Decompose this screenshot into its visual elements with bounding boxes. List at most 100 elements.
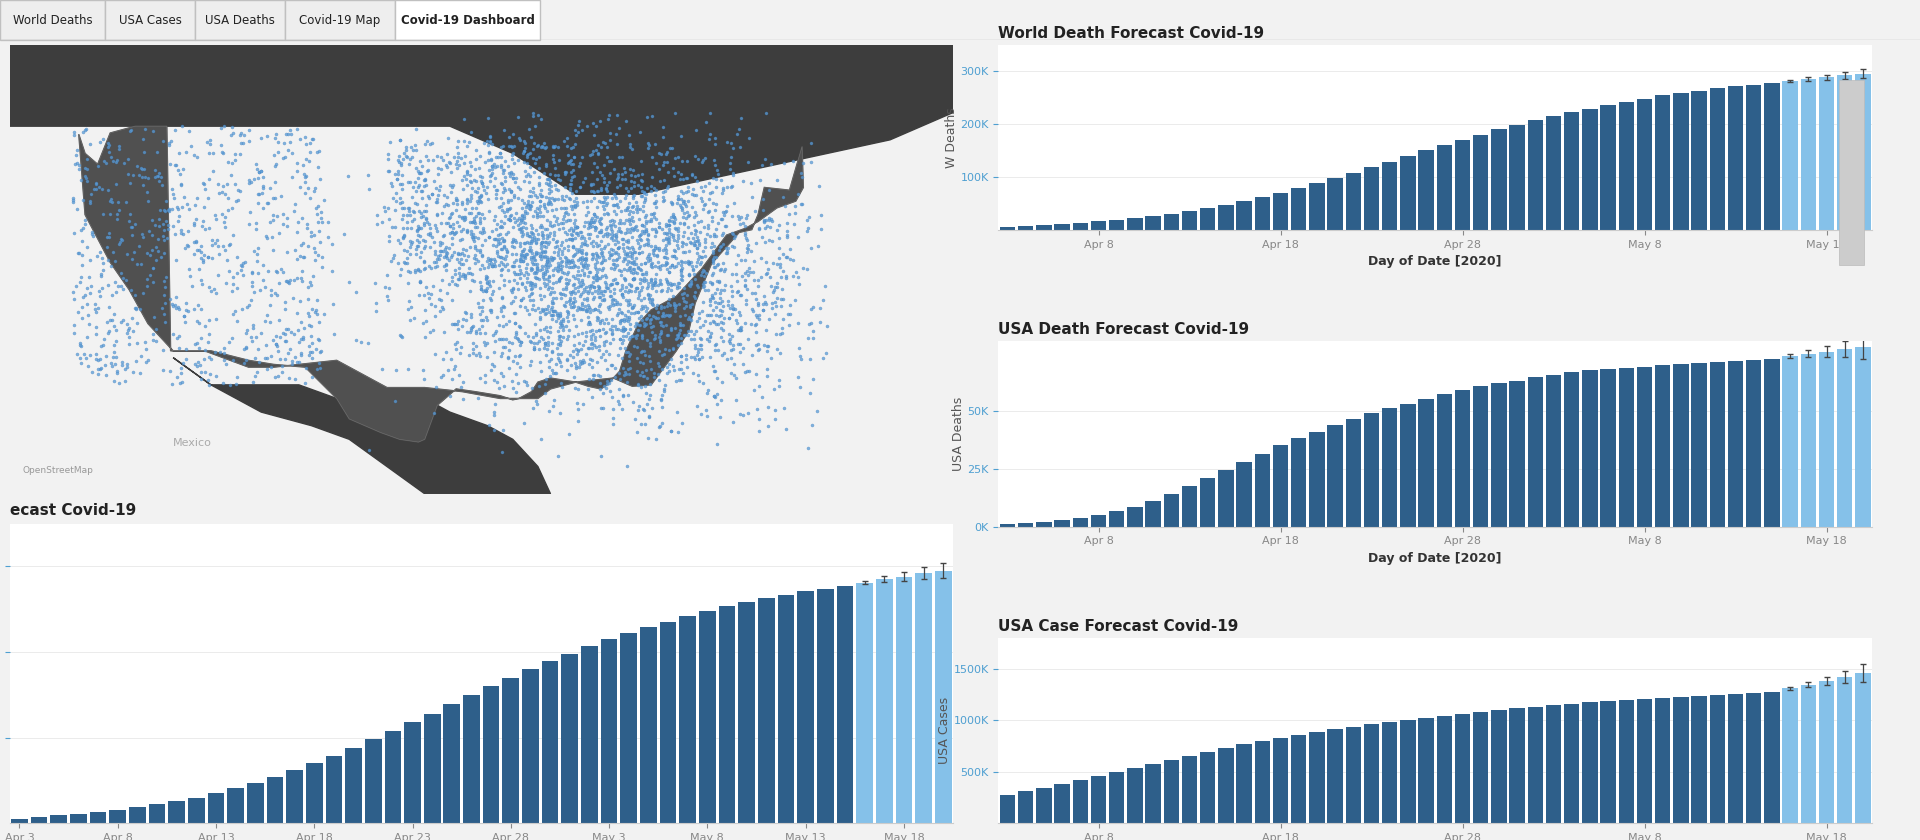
Point — [653, 277, 684, 291]
Point — [624, 247, 655, 260]
Point — [637, 292, 668, 306]
Point — [424, 180, 455, 193]
Point — [516, 226, 547, 239]
Bar — [1509, 381, 1524, 527]
Point — [699, 266, 730, 280]
Point — [543, 273, 574, 286]
Point — [616, 246, 647, 260]
Point — [401, 161, 432, 175]
Point — [524, 161, 555, 175]
Point — [294, 309, 324, 323]
Point — [405, 165, 436, 179]
Point — [543, 260, 574, 274]
Point — [636, 295, 666, 308]
Point — [632, 371, 662, 385]
Point — [810, 346, 841, 360]
Point — [591, 375, 622, 388]
Point — [668, 229, 699, 243]
Point — [614, 349, 645, 363]
Point — [432, 252, 463, 265]
Point — [65, 300, 96, 313]
Point — [543, 172, 574, 186]
Point — [699, 131, 730, 144]
Point — [733, 365, 764, 378]
Point — [426, 216, 457, 229]
Point — [127, 228, 157, 241]
Point — [524, 323, 555, 337]
Point — [536, 249, 566, 263]
Point — [244, 165, 275, 178]
Point — [520, 237, 551, 250]
Point — [253, 216, 284, 229]
Point — [438, 197, 468, 210]
Point — [509, 212, 540, 225]
Point — [645, 273, 676, 286]
Point — [518, 337, 549, 350]
Point — [138, 218, 169, 232]
Point — [196, 284, 227, 297]
Point — [655, 196, 685, 209]
Point — [628, 302, 659, 315]
Point — [582, 313, 612, 327]
Point — [601, 192, 632, 205]
Point — [636, 254, 666, 267]
Point — [449, 271, 480, 285]
Point — [609, 274, 639, 287]
Point — [584, 323, 614, 337]
Point — [695, 295, 726, 308]
Bar — [463, 695, 480, 823]
Point — [152, 202, 182, 216]
Point — [563, 276, 593, 289]
Point — [574, 231, 605, 244]
Bar — [1455, 390, 1471, 527]
Point — [645, 327, 676, 340]
Point — [549, 241, 580, 255]
Point — [622, 305, 653, 318]
Point — [455, 240, 486, 254]
Point — [620, 220, 651, 234]
Point — [444, 266, 474, 280]
Point — [490, 379, 520, 392]
Point — [655, 228, 685, 241]
Point — [689, 232, 720, 245]
Point — [257, 213, 288, 227]
Point — [401, 234, 432, 247]
Point — [680, 324, 710, 338]
Point — [578, 303, 609, 317]
Point — [490, 183, 520, 197]
Point — [670, 211, 701, 224]
Point — [589, 269, 620, 282]
Point — [198, 282, 228, 296]
Point — [724, 210, 755, 223]
Point — [225, 184, 255, 197]
Bar — [1273, 738, 1288, 823]
Point — [148, 364, 179, 377]
Point — [467, 294, 497, 307]
Point — [296, 329, 326, 343]
Point — [618, 266, 649, 280]
Point — [138, 311, 169, 324]
Point — [493, 139, 524, 153]
Point — [584, 339, 614, 353]
Point — [705, 286, 735, 300]
Point — [755, 220, 785, 234]
Point — [392, 264, 422, 277]
Point — [294, 281, 324, 294]
Point — [655, 283, 685, 297]
Point — [81, 176, 111, 189]
Point — [668, 217, 699, 230]
Point — [386, 156, 417, 170]
Point — [541, 249, 572, 262]
Point — [509, 197, 540, 210]
Point — [651, 308, 682, 322]
Point — [764, 241, 795, 255]
Point — [764, 251, 795, 265]
Point — [541, 259, 572, 272]
Point — [81, 320, 111, 333]
Point — [803, 179, 833, 192]
Point — [545, 337, 576, 350]
Point — [478, 423, 509, 437]
Bar — [1327, 729, 1342, 823]
Bar — [639, 627, 657, 823]
Point — [499, 139, 530, 153]
